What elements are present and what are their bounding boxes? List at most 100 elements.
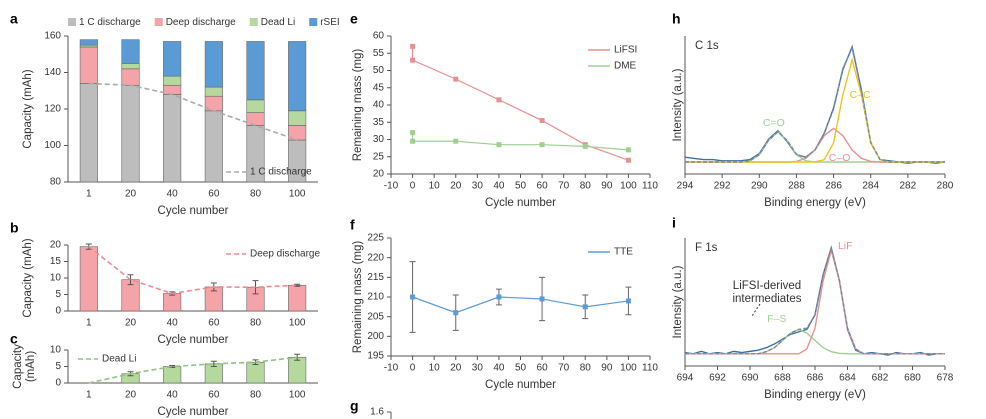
y-tick-label: 45 — [373, 82, 385, 93]
series-line — [411, 132, 629, 151]
x-tick-label: 20 — [450, 363, 462, 374]
x-tick-label: 40 — [493, 363, 505, 374]
panel-label: f — [350, 217, 355, 233]
bar — [246, 112, 265, 126]
x-tick-label: 50 — [515, 363, 527, 374]
series-line — [685, 57, 945, 163]
x-tick-label: 20 — [450, 181, 462, 192]
annotation: intermediates — [732, 293, 801, 305]
y-tick-label: 100 — [44, 140, 61, 151]
y-axis-label: (mAh) — [25, 351, 37, 382]
error-bar — [210, 360, 217, 367]
bar — [121, 84, 140, 183]
series-line — [685, 328, 945, 355]
y-axis-label: Capacity (mAh) — [22, 238, 34, 317]
x-tick-label: 40 — [493, 181, 505, 192]
bar — [163, 366, 182, 384]
x-tick-label: 294 — [677, 181, 694, 192]
x-axis-label: Cycle number — [485, 379, 556, 391]
x-axis-label: Cycle number — [485, 197, 556, 209]
bar — [121, 68, 140, 86]
y-tick-label: 215 — [367, 272, 384, 283]
bar — [163, 41, 182, 77]
bar — [163, 94, 182, 183]
bar — [121, 63, 140, 70]
point — [625, 298, 631, 304]
x-tick-label: 100 — [289, 189, 306, 200]
y-tick-label: 210 — [367, 292, 384, 303]
x-tick-label: 0 — [410, 181, 416, 192]
bar — [163, 84, 182, 95]
x-axis-label: Cycle number — [158, 406, 229, 418]
x-tick-label: 70 — [558, 363, 570, 374]
point — [625, 157, 631, 163]
bar — [79, 46, 98, 84]
x-axis-label: Binding energy (eV) — [764, 389, 866, 401]
bar — [288, 284, 307, 312]
x-tick-label: 40 — [167, 318, 179, 329]
y-tick-label: 10 — [50, 273, 62, 284]
x-tick-label: 100 — [289, 318, 306, 329]
x-tick-label: 30 — [472, 363, 484, 374]
y-tick-label: 140 — [44, 67, 61, 78]
point — [496, 294, 502, 300]
y-tick-label: 205 — [367, 311, 384, 322]
x-tick-label: 10 — [429, 181, 441, 192]
x-tick-label: 60 — [208, 390, 220, 401]
point — [582, 143, 588, 149]
point — [453, 310, 459, 316]
point — [539, 142, 545, 148]
component-label: C–O — [829, 152, 851, 164]
x-axis-label: Cycle number — [158, 205, 229, 217]
series-line — [684, 245, 945, 356]
point — [410, 57, 416, 63]
y-tick-label: 35 — [373, 117, 385, 128]
y-tick-label: 160 — [44, 31, 61, 42]
bar — [246, 41, 265, 101]
bar — [288, 356, 307, 384]
x-tick-label: 286 — [825, 181, 842, 192]
x-tick-label: 30 — [472, 181, 484, 192]
x-tick-label: 10 — [429, 363, 441, 374]
panel-label: g — [350, 398, 359, 414]
y-tick-label: 55 — [373, 48, 385, 59]
x-tick-label: 80 — [250, 390, 262, 401]
x-tick-label: 284 — [862, 181, 879, 192]
bar — [79, 39, 98, 46]
y-axis-label: Remaining mass (mg) — [352, 49, 364, 162]
y-tick-label: 225 — [367, 233, 384, 244]
error-bar — [294, 353, 301, 361]
legend-label: rSEI — [320, 17, 339, 28]
annotation: LiFSI-derived — [733, 280, 801, 292]
bar — [204, 86, 223, 97]
point — [625, 147, 631, 153]
x-tick-label: 684 — [839, 373, 856, 384]
x-tick-label: 70 — [558, 181, 570, 192]
trend-line — [88, 246, 298, 295]
annotation-arrow — [751, 303, 761, 317]
trend-line — [88, 82, 298, 141]
x-axis-label: Cycle number — [158, 334, 229, 346]
x-axis-label: Binding energy (eV) — [764, 197, 866, 209]
x-tick-label: 60 — [537, 181, 549, 192]
y-tick-label: 30 — [373, 134, 385, 145]
panel-label: a — [10, 11, 18, 27]
series-line — [685, 127, 945, 163]
y-tick-label: 200 — [367, 331, 384, 342]
y-tick-label: 220 — [367, 252, 384, 263]
x-tick-label: -10 — [384, 181, 399, 192]
x-tick-label: 1 — [86, 390, 92, 401]
x-tick-label: 688 — [774, 373, 791, 384]
y-tick-label: 120 — [44, 104, 61, 115]
point — [410, 294, 416, 300]
x-tick-label: 80 — [580, 363, 592, 374]
bar — [246, 361, 265, 384]
point — [496, 97, 502, 103]
x-tick-label: 20 — [125, 189, 137, 200]
point — [539, 118, 545, 124]
y-tick-label: 195 — [367, 351, 384, 362]
x-tick-label: 282 — [900, 181, 917, 192]
point — [539, 296, 545, 302]
bar — [204, 110, 223, 183]
